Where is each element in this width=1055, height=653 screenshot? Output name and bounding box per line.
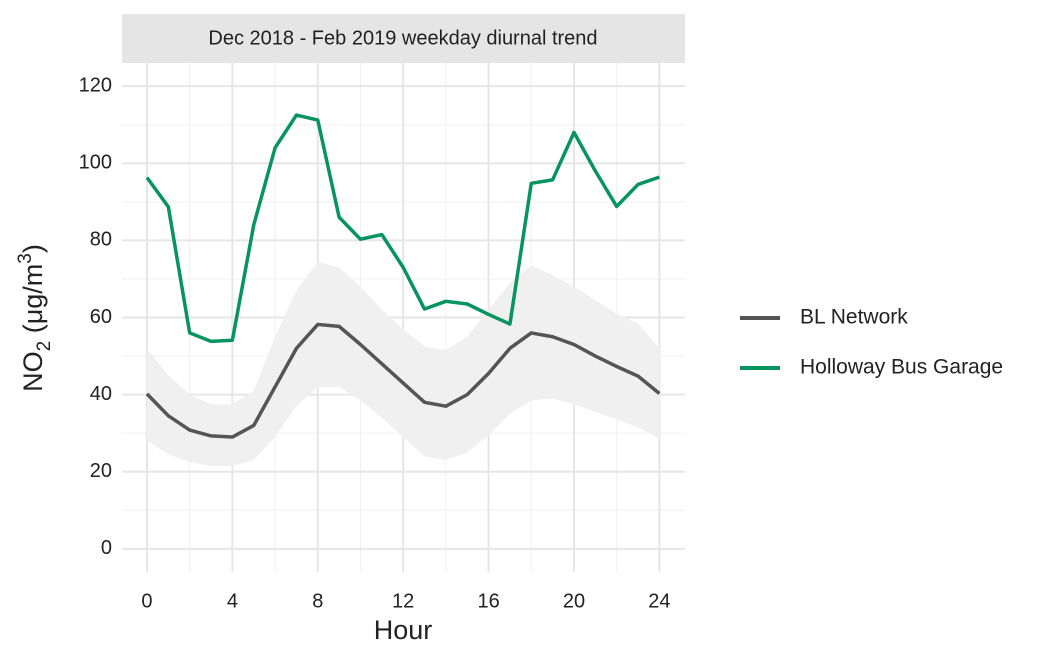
series-line <box>145 113 660 344</box>
y-tick-label: 20 <box>90 460 112 482</box>
x-tick-label: 24 <box>648 590 670 612</box>
y-tick-label: 60 <box>90 306 112 328</box>
x-tick-label: 4 <box>227 590 238 612</box>
y-tick-label: 80 <box>90 229 112 251</box>
y-label-part: ) <box>18 244 48 253</box>
legend-label: BL Network <box>800 306 908 329</box>
x-tick-label: 20 <box>563 590 585 612</box>
y-label-part: 2 <box>34 341 55 352</box>
series-line <box>145 322 661 439</box>
y-label-part: NO <box>18 351 48 392</box>
x-tick-label: 8 <box>312 590 323 612</box>
strip <box>122 14 685 63</box>
x-tick-label: 12 <box>392 590 414 612</box>
y-label-part: (μg/m <box>18 264 48 341</box>
y-label-part: 3 <box>15 253 36 264</box>
y-tick-label: 100 <box>79 152 112 174</box>
x-axis-title: Hour <box>374 615 433 645</box>
x-tick-label: 0 <box>141 590 152 612</box>
x-tick-label: 16 <box>477 590 499 612</box>
legend-label: Holloway Bus Garage <box>800 356 1003 379</box>
y-tick-label: 0 <box>101 537 112 559</box>
y-tick-label: 120 <box>79 74 112 96</box>
confidence-band <box>146 261 660 466</box>
strip-title: Dec 2018 - Feb 2019 weekday diurnal tren… <box>208 27 597 49</box>
y-tick-label: 40 <box>90 383 112 405</box>
y-axis-title: NO2 (μg/m3) <box>15 244 55 392</box>
